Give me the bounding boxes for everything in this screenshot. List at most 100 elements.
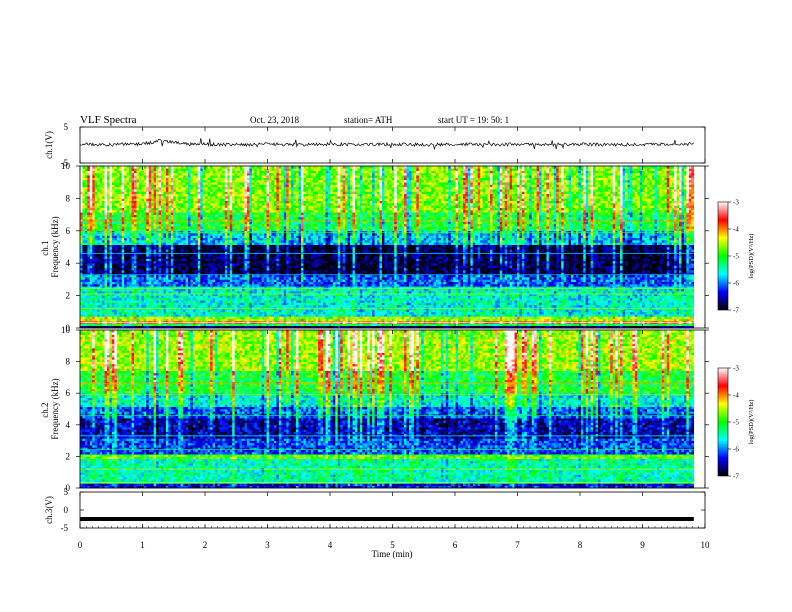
spectrogram-cell (114, 170, 118, 174)
spectrogram-cell (124, 170, 127, 174)
spectrogram-cell (146, 311, 150, 315)
spectrogram-cell (124, 253, 127, 257)
spectrogram-cell (156, 219, 159, 222)
spectrogram-cell (178, 193, 181, 197)
spectrogram-cell (114, 300, 118, 303)
spectrogram-cell (173, 316, 177, 320)
spectrogram-cell (178, 265, 181, 269)
spectrogram-cell (202, 193, 206, 197)
spectrogram-cell (239, 325, 243, 329)
spectrogram-cell (109, 240, 113, 243)
spectrogram-cell (84, 302, 88, 306)
spectrogram-cell (168, 191, 172, 195)
spectrogram-cell (124, 198, 127, 202)
spectrogram-cell (111, 189, 115, 192)
spectrogram-cell (153, 242, 157, 245)
spectrogram-cell (200, 256, 204, 259)
spectrogram-cell (205, 177, 208, 181)
spectrogram-cell (217, 240, 221, 243)
spectrogram-cell (219, 209, 223, 213)
spectrogram-cell (80, 316, 83, 320)
spectrogram-cell (129, 253, 132, 257)
spectrogram-cell (158, 219, 162, 222)
spectrogram-cell (251, 267, 255, 271)
spectrogram-cell (207, 189, 211, 192)
spectrogram-cell (219, 277, 223, 280)
spectrogram-cell (153, 196, 157, 199)
spectrogram-cell (165, 325, 169, 329)
spectrogram-cell (219, 196, 223, 199)
spectrogram-cell (97, 177, 100, 181)
spectrogram-cell (239, 209, 243, 213)
spectrogram-cell (234, 295, 238, 299)
spectrogram-cell (202, 295, 206, 299)
spectrogram-cell (188, 170, 191, 174)
spectrogram-cell (197, 314, 201, 317)
spectrogram-cell (80, 304, 83, 308)
spectrogram-cell (161, 284, 164, 287)
spectrogram-cell (175, 325, 179, 329)
spectrogram-cell (222, 240, 226, 243)
spectrogram-cell (205, 304, 208, 308)
spectrogram-cell (138, 249, 142, 252)
spectrogram-cell (136, 244, 140, 248)
spectrogram-cell (84, 170, 88, 174)
spectrogram-cell (156, 200, 159, 204)
spectrogram-cell (237, 270, 240, 273)
spectrogram-cell (251, 256, 255, 259)
spectrogram-cell (126, 256, 130, 259)
spectrogram-cell (114, 256, 118, 259)
spectrogram-cell (146, 184, 150, 188)
spectrogram-cell (163, 191, 167, 195)
spectrogram-cell (205, 172, 208, 176)
spectrogram-cell (229, 260, 233, 264)
spectrogram-cell (210, 253, 213, 257)
spectrogram-cell (232, 207, 235, 211)
spectrogram-cell (136, 288, 140, 292)
spectrogram-cell (190, 223, 194, 227)
spectrogram-cell (212, 318, 216, 322)
spectrogram-cell (138, 309, 142, 313)
spectrogram-cell (227, 170, 231, 174)
spectrogram-cell (161, 177, 164, 181)
spectrogram-cell (215, 214, 218, 218)
spectrogram-cell (192, 193, 196, 197)
spectrogram-cell (129, 318, 132, 322)
spectrogram-cell (126, 251, 130, 255)
spectrogram-cell (197, 295, 201, 299)
spectrogram-cell (131, 191, 135, 195)
spectrogram-cell (192, 251, 196, 255)
spectrogram-cell (102, 265, 105, 269)
spectrogram-cell (234, 166, 238, 169)
spectrogram-cell (175, 304, 179, 308)
spectrogram-cell (251, 302, 255, 306)
spectrogram-cell (237, 196, 240, 199)
spectrogram-cell (114, 258, 118, 262)
spectrogram-cell (234, 205, 238, 208)
spectrogram-cell (156, 177, 159, 181)
spectrogram-cell (80, 286, 83, 289)
spectrogram-cell (175, 290, 179, 294)
spectrogram-cell (195, 311, 199, 315)
spectrogram-cell (165, 288, 169, 292)
spectrogram-cell (200, 219, 204, 222)
spectrogram-cell (232, 228, 235, 232)
spectrogram-cell (148, 270, 152, 273)
spectrogram-cell (227, 244, 231, 248)
spectrogram-cell (109, 214, 113, 218)
spectrogram-cell (129, 284, 132, 287)
spectrogram-cell (237, 267, 240, 271)
spectrogram-cell (131, 249, 135, 252)
spectrogram-cell (136, 249, 140, 252)
spectrogram-cell (222, 318, 226, 322)
spectrogram-cell (192, 272, 196, 276)
spectrogram-cell (202, 198, 206, 202)
spectrogram-cell (185, 226, 189, 229)
spectrogram-cell (158, 228, 162, 232)
spectrogram-cell (114, 277, 118, 280)
spectrogram-cell (163, 182, 167, 185)
spectrogram-cell (158, 270, 162, 273)
spectrogram-cell (178, 325, 181, 329)
spectrogram-cell (97, 309, 100, 313)
spectrogram-cell (109, 256, 113, 259)
